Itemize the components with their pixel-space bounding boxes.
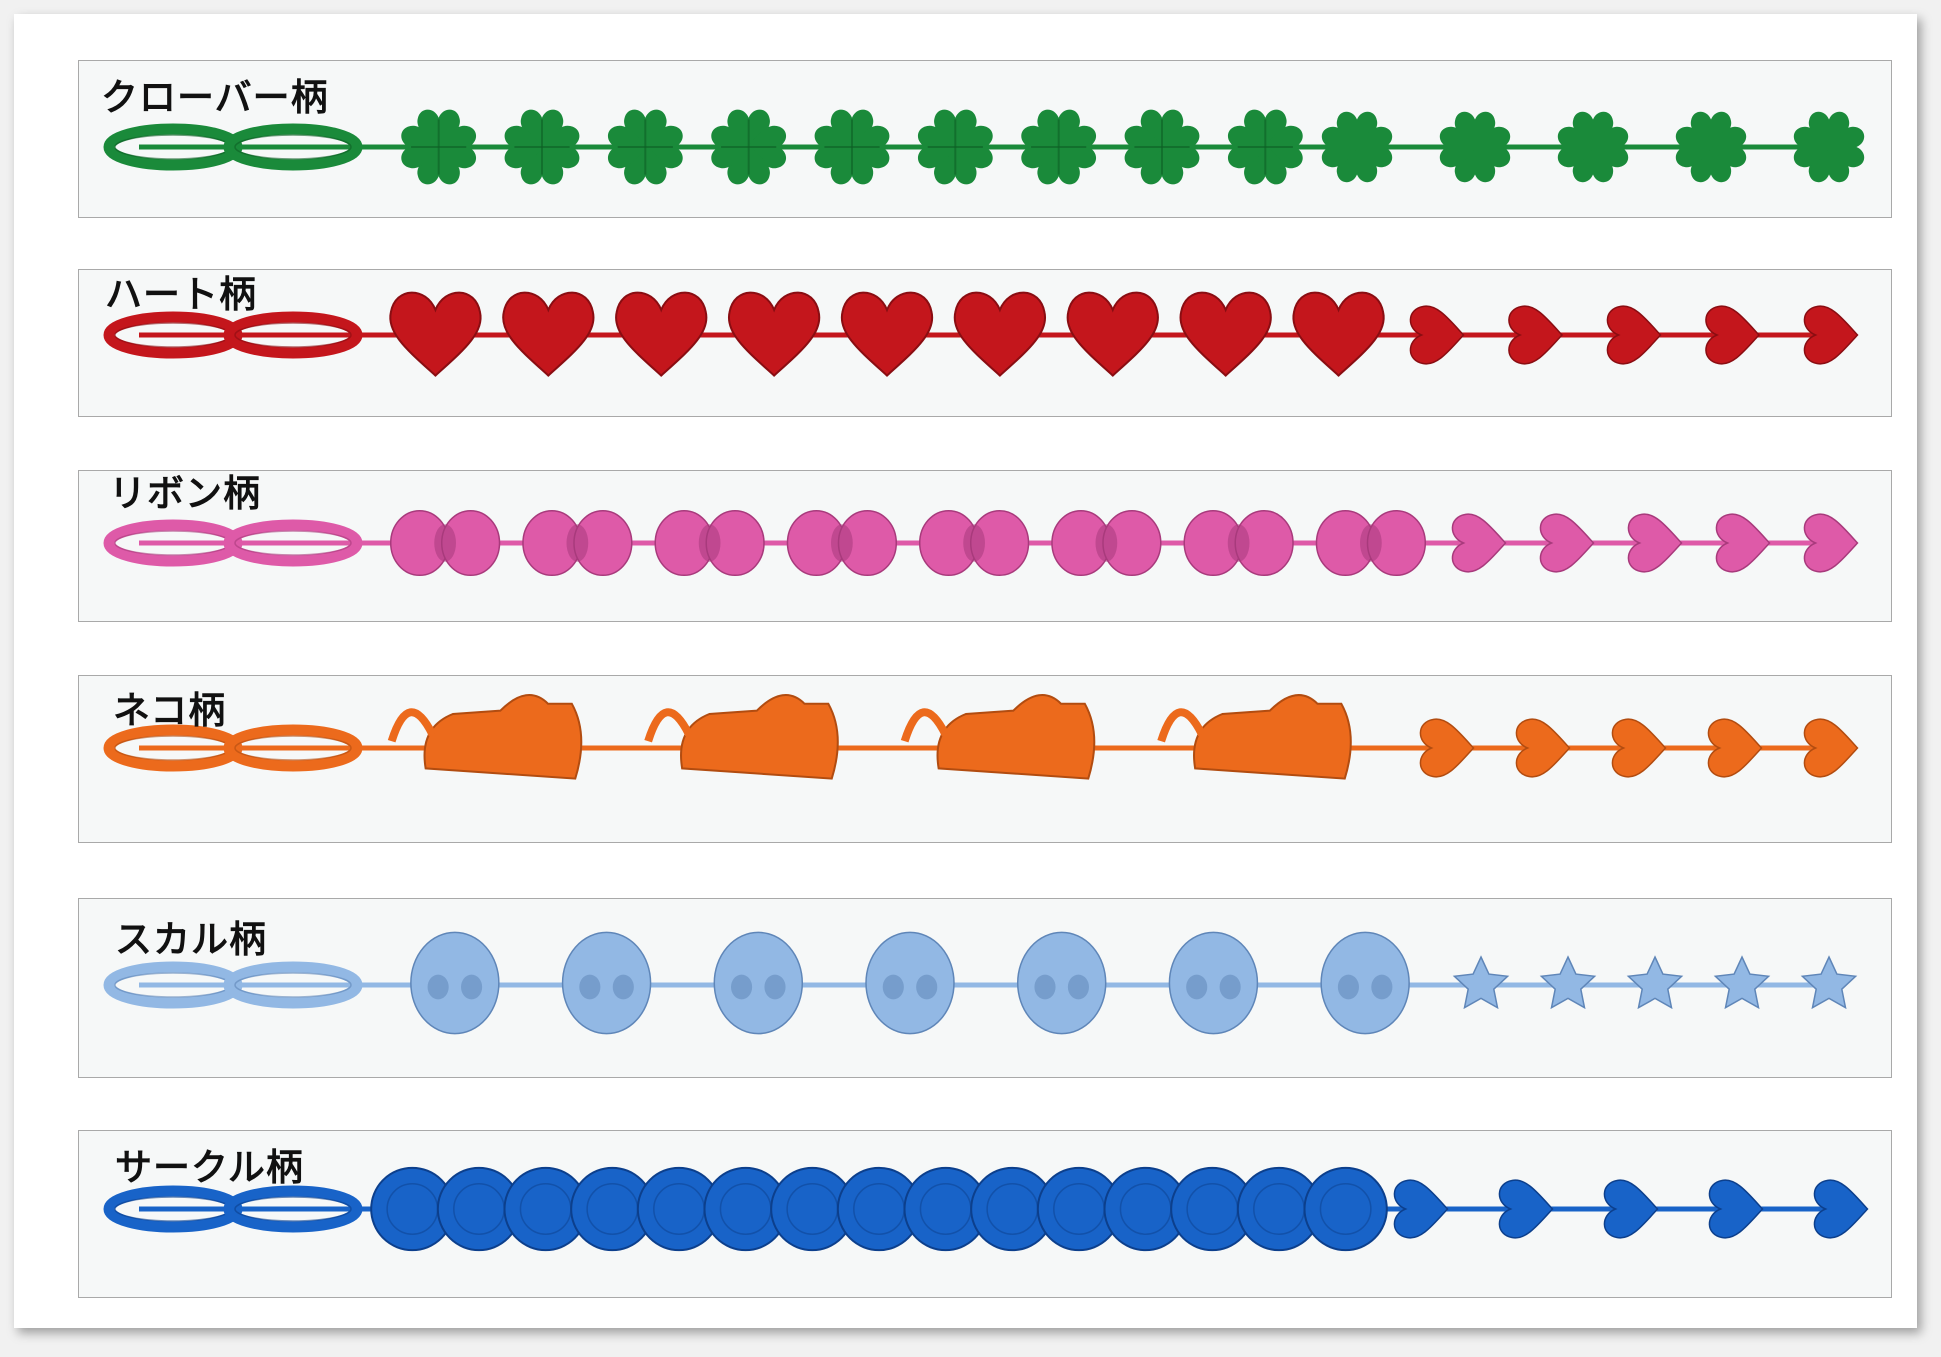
- circle-motif: [503, 1166, 588, 1252]
- ribbon-motif: [522, 509, 633, 577]
- star-charm: [1713, 955, 1771, 1010]
- heart-charm: [1708, 1179, 1764, 1239]
- clasp-loops: [103, 519, 363, 567]
- circle-motif: [1303, 1166, 1388, 1252]
- heart-charm: [1803, 718, 1859, 778]
- heart-charm: [1707, 718, 1763, 778]
- cat-bracelet-image: [103, 694, 1859, 780]
- heart-charm: [1603, 1179, 1659, 1239]
- clasp-loops: [103, 311, 363, 359]
- pattern-label: スカル柄: [115, 918, 267, 961]
- heart-motif: [840, 291, 934, 377]
- clover-charm: [1321, 111, 1393, 183]
- heart-charm: [1705, 305, 1761, 365]
- bracelet-panel-clover: クローバー柄: [78, 60, 1892, 218]
- heart-motif: [502, 291, 595, 377]
- heart-charm: [1611, 718, 1667, 778]
- ribbon-motif: [1183, 509, 1294, 577]
- bracelet-panel-cat: ネコ柄: [78, 675, 1892, 843]
- heart-motif: [727, 291, 821, 377]
- clover-motif: [401, 109, 477, 185]
- skull-motif: [865, 931, 955, 1035]
- clover-charm: [1793, 111, 1865, 183]
- heart-charm: [1803, 513, 1859, 573]
- cat-motif: [387, 694, 583, 780]
- heart-charm: [1515, 718, 1571, 778]
- clover-motif: [607, 109, 683, 185]
- circle-motif: [570, 1166, 655, 1252]
- heart-charm: [1813, 1179, 1869, 1239]
- pattern-label: ハート柄: [105, 273, 257, 316]
- skull-motif: [1016, 931, 1107, 1035]
- clasp-loops: [103, 123, 363, 171]
- star-charm: [1452, 955, 1510, 1010]
- skull-motif: [561, 931, 652, 1035]
- heart-bracelet-image: [103, 291, 1859, 377]
- heart-charm: [1451, 513, 1507, 573]
- heart-charm: [1409, 305, 1465, 365]
- heart-charm: [1393, 1179, 1449, 1239]
- clover-charm: [1557, 111, 1629, 183]
- clover-motif: [814, 109, 890, 185]
- clover-charm: [1439, 111, 1511, 183]
- cat-motif: [1157, 694, 1352, 780]
- skull-bracelet-image: [103, 931, 1858, 1035]
- heart-motif: [389, 291, 482, 377]
- pattern-label: サークル柄: [115, 1146, 304, 1189]
- skull-motif: [1168, 931, 1259, 1035]
- ribbon-motif: [389, 509, 501, 577]
- clover-bracelet-image: [103, 109, 1865, 185]
- circle-motif: [636, 1166, 722, 1252]
- heart-charm: [1419, 718, 1475, 778]
- star-charm: [1539, 955, 1597, 1010]
- ribbon-bracelet-image: [103, 509, 1859, 577]
- heart-motif: [1292, 291, 1385, 377]
- clover-motif: [1021, 109, 1097, 185]
- skull-motif: [1320, 931, 1410, 1035]
- bracelet-panel-skull: スカル柄: [78, 898, 1892, 1078]
- ribbon-motif: [654, 509, 765, 577]
- heart-charm: [1627, 513, 1683, 573]
- clover-motif: [504, 109, 580, 185]
- ribbon-motif: [1315, 509, 1427, 577]
- pattern-label: クローバー柄: [101, 76, 329, 119]
- cat-motif: [900, 694, 1096, 780]
- skull-motif: [410, 931, 500, 1035]
- clasp-loops: [103, 1185, 363, 1233]
- ribbon-motif: [1051, 509, 1162, 577]
- heart-charm: [1803, 305, 1859, 365]
- skull-motif: [713, 931, 804, 1035]
- heart-motif: [615, 291, 708, 377]
- clover-motif: [917, 109, 993, 185]
- ribbon-motif: [918, 509, 1030, 577]
- clasp-loops: [103, 724, 363, 772]
- heart-charm: [1606, 305, 1662, 365]
- bracelet-panel-heart: ハート柄: [78, 269, 1892, 417]
- clover-motif: [1227, 109, 1303, 185]
- photo-frame: クローバー柄 ハート柄 リボン柄 ネコ柄 スカル柄 サークル柄: [14, 14, 1917, 1328]
- heart-charm: [1539, 513, 1595, 573]
- star-charm: [1626, 955, 1684, 1010]
- clover-charm: [1675, 111, 1747, 183]
- heart-motif: [1179, 291, 1272, 377]
- heart-motif: [1066, 291, 1159, 377]
- heart-charm: [1498, 1179, 1554, 1239]
- heart-motif: [953, 291, 1047, 377]
- clover-motif: [1124, 109, 1200, 185]
- pattern-label: リボン柄: [109, 472, 261, 515]
- cat-motif: [644, 694, 839, 780]
- clasp-loops: [103, 961, 363, 1009]
- heart-charm: [1715, 513, 1771, 573]
- heart-charm: [1508, 305, 1564, 365]
- bracelet-panel-ribbon: リボン柄: [78, 470, 1892, 622]
- pattern-label: ネコ柄: [113, 689, 227, 732]
- bracelet-panel-circle: サークル柄: [78, 1130, 1892, 1298]
- circle-bracelet-image: [103, 1166, 1869, 1252]
- clover-motif: [711, 109, 787, 185]
- ribbon-motif: [786, 509, 898, 577]
- star-charm: [1800, 955, 1858, 1010]
